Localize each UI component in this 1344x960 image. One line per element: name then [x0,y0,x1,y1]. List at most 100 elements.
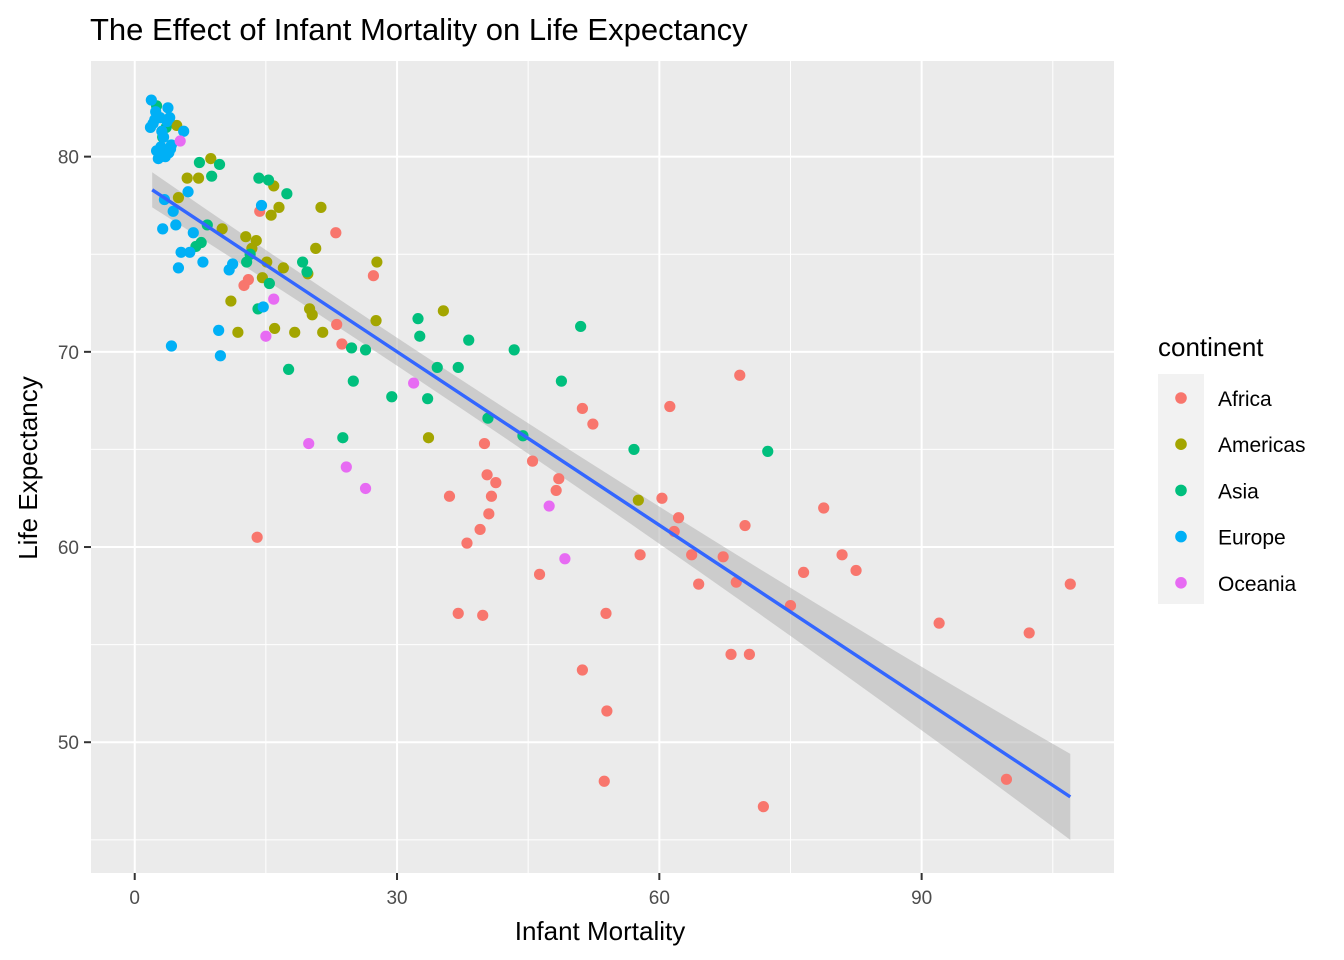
point-oceania [359,482,372,495]
point-americas [172,192,185,204]
point-europe [170,219,182,231]
point-europe [162,102,174,114]
point-africa [598,775,610,787]
x-tick-label: 90 [911,888,932,909]
point-americas [265,209,277,221]
point-europe [165,139,178,151]
point-asia [213,158,226,171]
point-europe [255,199,268,212]
point-europe [167,205,179,217]
point-africa [1000,773,1013,785]
point-asia [359,344,372,356]
grid-major [91,61,1114,873]
point-asia [337,432,349,444]
point-americas [240,231,252,243]
legend-label-europe: Europe [1218,527,1286,550]
point-asia [281,188,293,200]
x-tick-label: 0 [129,888,140,909]
legend-label-americas: Americas [1218,434,1306,457]
point-americas [216,223,228,235]
point-europe [187,227,199,239]
y-tick-label: 60 [58,538,79,559]
point-asia [422,393,434,405]
point-asia [431,361,443,374]
point-europe [227,258,239,270]
point-americas [310,242,322,254]
legend-key-africa [1175,392,1187,404]
point-asia [283,363,295,376]
point-asia [628,443,640,456]
point-europe [184,246,196,258]
point-africa [452,607,464,619]
point-africa [836,549,848,561]
point-africa [725,648,737,660]
points-layer [144,94,1076,813]
point-africa [533,568,546,580]
y-tick-label: 80 [58,148,79,169]
point-africa [693,578,705,590]
point-africa [478,437,491,450]
point-africa [1023,627,1035,639]
chart-title: The Effect of Infant Mortality on Life E… [90,12,748,47]
legend-key-europe [1175,530,1187,543]
point-africa [739,519,751,532]
point-africa [818,502,830,514]
point-africa [461,537,473,549]
point-americas [317,326,329,338]
point-africa [553,473,565,485]
x-axis: 0 30 60 90 [129,873,932,909]
point-americas [422,432,435,444]
point-asia [463,334,475,346]
x-tick-label: 60 [649,888,670,909]
point-europe [145,94,157,106]
point-asia [555,375,568,387]
point-oceania [268,293,280,305]
point-americas [225,295,237,307]
point-oceania [559,553,571,565]
point-africa [242,274,254,286]
point-oceania [408,377,420,389]
legend-label-oceania: Oceania [1218,573,1297,596]
point-africa [331,318,343,331]
point-africa [798,566,810,579]
legend: continent Africa Americas Asia Europe Oceani… [1158,332,1306,604]
point-africa [634,549,646,561]
y-tick-label: 50 [58,733,79,754]
point-asia [575,320,587,333]
point-africa [550,484,562,497]
point-americas [277,262,289,274]
x-axis-title: Infant Mortality [515,916,686,946]
point-asia [301,266,313,278]
legend-items: Africa Americas Asia Europe Oceania [1175,388,1306,596]
point-americas [437,305,449,317]
smooth-line-layer [151,188,1072,799]
point-africa [483,508,495,520]
point-africa [672,512,685,524]
point-africa [336,338,348,350]
point-americas [232,326,244,338]
point-asia [452,361,464,374]
legend-key-asia [1175,484,1187,497]
y-axis-title: Life Expectancy [13,376,43,560]
point-asia [296,256,309,268]
point-americas [289,326,301,338]
point-africa [664,400,676,413]
point-americas [315,201,327,213]
point-africa [1064,578,1076,590]
point-asia [347,375,359,387]
point-asia [263,277,275,290]
point-americas [192,172,205,184]
point-africa [757,801,769,813]
point-africa [743,648,755,660]
point-asia [195,236,207,249]
point-africa [477,609,489,621]
point-europe [182,186,194,198]
y-axis: 50 60 70 80 [58,148,91,754]
point-asia [386,391,398,403]
point-americas [269,322,281,335]
point-europe [157,223,169,235]
legend-label-africa: Africa [1218,388,1272,411]
confidence-ribbon [152,172,1071,840]
point-americas [181,172,193,184]
